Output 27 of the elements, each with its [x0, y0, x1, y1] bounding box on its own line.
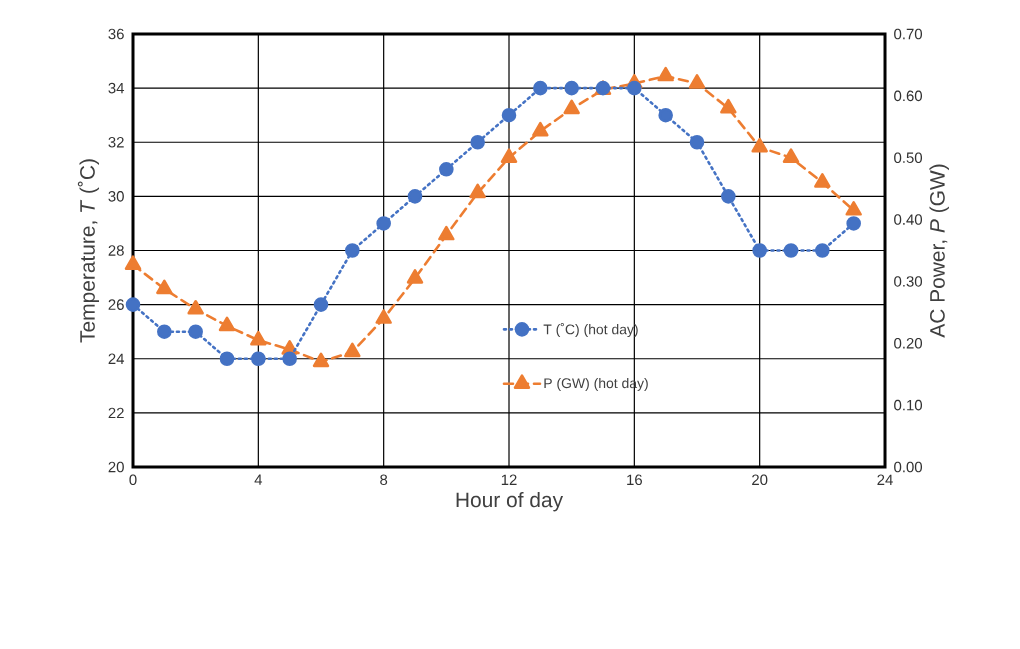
x-tick-label: 12 [501, 474, 517, 485]
x-tick-label: 20 [752, 474, 768, 486]
y-axis-title: Temperature, T (˚C) [77, 159, 100, 343]
y2-tick-label: 0.50 [894, 152, 923, 163]
y2-axis-title: AC Power, P (GW) [929, 164, 949, 338]
y2-tick-label: 0.40 [894, 214, 923, 225]
y-tick-label: 26 [108, 299, 124, 310]
y2-tick-label: 0.60 [894, 90, 923, 102]
y-tick-label: 28 [108, 245, 124, 256]
x-tick-label: 16 [627, 474, 642, 486]
y2-tick-label: 0.30 [894, 276, 923, 287]
y2-tick-label: 0.00 [894, 461, 923, 473]
y2-tick-label: 0.70 [894, 28, 923, 40]
y2-tick-label: 0.20 [894, 337, 923, 349]
y-tick-label: 36 [108, 28, 124, 40]
x-tick-label: 24 [877, 474, 893, 485]
y-tick-label: 24 [108, 353, 125, 364]
y-tick-label: 22 [108, 407, 124, 419]
y-tick-label: 32 [108, 136, 124, 148]
x-tick-label: 0 [129, 474, 137, 486]
x-tick-label: 4 [254, 474, 263, 485]
x-axis-title: Hour of day [456, 491, 564, 512]
x-tick-label: 8 [380, 474, 388, 486]
y2-tick-label: 0.10 [894, 399, 923, 411]
y-tick-label: 30 [108, 191, 124, 202]
y-tick-label: 34 [108, 82, 125, 94]
y-tick-label: 20 [108, 461, 124, 473]
